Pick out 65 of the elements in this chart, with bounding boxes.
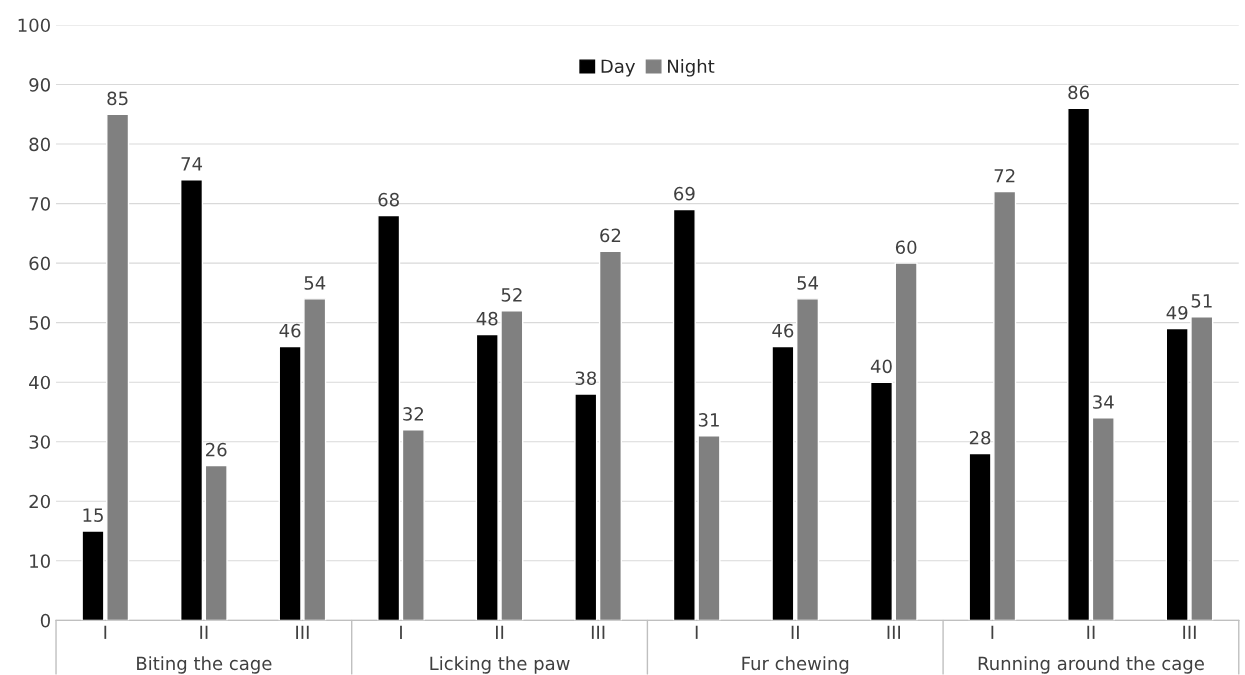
data-label: 40 [870, 359, 892, 374]
data-label: 68 [378, 192, 399, 207]
bar [377, 214, 401, 621]
y-tick-label: 50 [29, 316, 50, 330]
data-label: 34 [1093, 395, 1114, 409]
data-label: 28 [969, 430, 991, 445]
data-label: 69 [674, 186, 695, 201]
data-label: 74 [181, 157, 203, 171]
data-label: 51 [1191, 294, 1212, 308]
y-tick-label: 70 [29, 197, 50, 211]
data-label: 32 [403, 407, 423, 421]
y-tick-label: 80 [29, 137, 50, 152]
legend-label: Night [668, 59, 715, 77]
bar [1067, 107, 1091, 621]
bar [771, 345, 795, 621]
x-tick-label: II [1087, 625, 1095, 639]
data-label: 62 [600, 228, 621, 243]
x-tick-label: I [695, 625, 698, 639]
bar [598, 250, 622, 621]
bar [401, 429, 425, 621]
data-label: 46 [772, 323, 794, 338]
bar [180, 179, 204, 621]
legend-label: Day [601, 59, 636, 77]
x-tick-label: III [591, 625, 605, 639]
data-label: 48 [476, 311, 498, 326]
y-tick-label: 20 [29, 494, 50, 509]
data-label: 52 [501, 288, 522, 302]
data-label: 31 [698, 413, 719, 427]
x-tick-label: II [791, 625, 799, 639]
bar [204, 464, 228, 621]
y-tick-label: 0 [40, 613, 50, 628]
x-tick-label: III [296, 625, 309, 639]
x-tick-label: I [400, 625, 402, 639]
data-label: 46 [279, 323, 301, 338]
bar [796, 298, 820, 621]
y-tick-label: 60 [29, 256, 50, 271]
data-label: 60 [895, 240, 917, 255]
y-tick-label: 30 [29, 435, 50, 449]
data-label: 38 [575, 371, 597, 386]
y-tick-label: 90 [29, 77, 50, 92]
x-tick-label: I [991, 625, 994, 639]
x-tick-label: I [104, 625, 107, 639]
data-label: 86 [1068, 85, 1089, 100]
data-label: 15 [83, 508, 103, 522]
x-tick-label: II [200, 625, 208, 639]
y-tick-label: 100 [18, 18, 50, 33]
x-tick-label: III [887, 625, 901, 639]
data-label: 72 [994, 168, 1015, 183]
bar [894, 262, 918, 621]
x-tick-label: III [1183, 625, 1196, 639]
text: Running around the cage [978, 656, 1204, 674]
text: Biting the cage [137, 656, 272, 674]
bar [1091, 417, 1115, 621]
y-tick-label: 10 [30, 554, 50, 568]
data-label: 49 [1166, 305, 1188, 320]
text: Fur chewing [742, 656, 849, 674]
y-tick-label: 40 [29, 375, 50, 390]
data-label: 26 [206, 442, 227, 457]
bar [869, 381, 894, 621]
data-label: 54 [304, 276, 326, 290]
data-label: 85 [107, 91, 128, 106]
text: Licking the paw [430, 656, 570, 674]
x-tick-label: II [496, 625, 504, 639]
bar [574, 393, 598, 621]
data-label: 54 [797, 276, 819, 290]
